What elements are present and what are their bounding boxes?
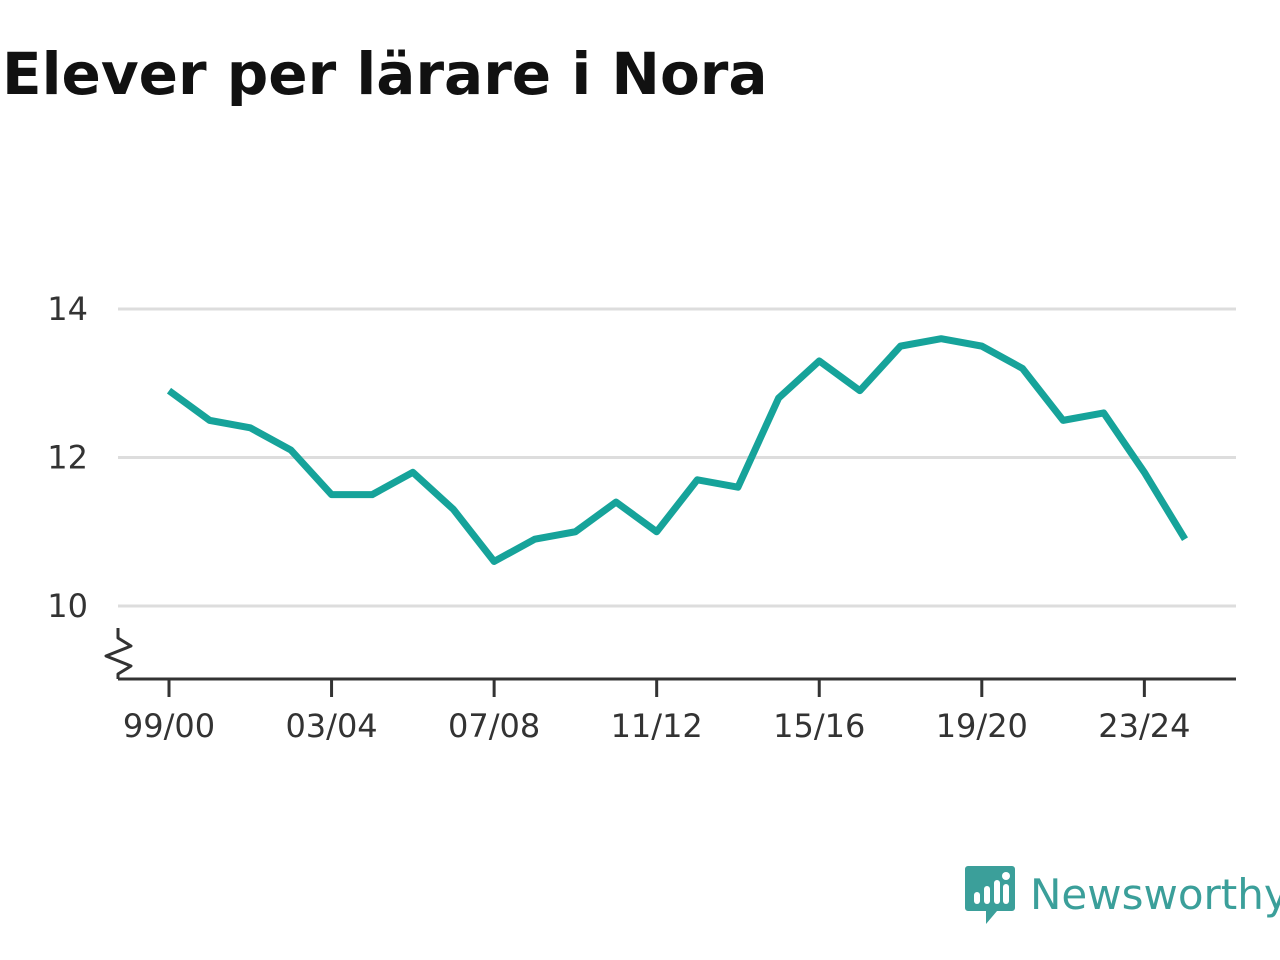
brand-logo: Newsworthy — [964, 864, 1280, 926]
x-tick-label-03-04: 03/04 — [285, 707, 377, 745]
x-axis — [104, 628, 1236, 697]
gridlines — [118, 307, 1236, 608]
y-tick-label-10: 10 — [47, 587, 88, 625]
x-axis-labels: 99/00 03/04 07/08 11/12 15/16 19/20 23/24 — [123, 707, 1191, 745]
x-tick-label-23-24: 23/24 — [1098, 707, 1190, 745]
series-line-0 — [166, 335, 1188, 565]
x-tick-label-11-12: 11/12 — [611, 707, 703, 745]
y-axis-labels: 10 12 14 — [47, 290, 88, 625]
x-tick-label-07-08: 07/08 — [448, 707, 540, 745]
y-tick-label-12: 12 — [47, 439, 88, 477]
axis-break-icon — [104, 628, 133, 679]
chart-title: Elever per lärare i Nora — [2, 40, 768, 108]
brand-name: Newsworthy — [1030, 870, 1280, 919]
x-tick-label-19-20: 19/20 — [936, 707, 1028, 745]
newsworthy-logo-icon — [965, 866, 1015, 924]
x-tick-label-15-16: 15/16 — [773, 707, 865, 745]
series-group — [166, 335, 1188, 565]
y-tick-label-14: 14 — [47, 290, 88, 328]
x-tick-label-99-00: 99/00 — [123, 707, 215, 745]
